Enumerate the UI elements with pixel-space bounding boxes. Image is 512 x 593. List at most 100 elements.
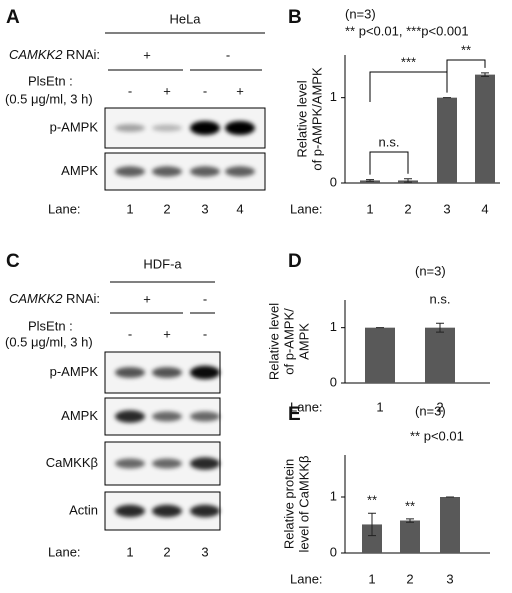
treatment-sign: +	[163, 83, 171, 98]
x-tick-label: 2	[406, 571, 413, 586]
row-label: AMPK	[61, 408, 98, 423]
panel-label: D	[288, 251, 302, 272]
error-bar	[436, 322, 444, 333]
rnai-sign: -	[203, 291, 207, 306]
band	[152, 166, 182, 177]
band	[115, 504, 145, 518]
x-tick-label: 3	[446, 571, 453, 586]
lane-number: 2	[163, 201, 170, 216]
note: (n=3)	[415, 403, 446, 418]
bar	[365, 327, 395, 383]
lane-number: 1	[126, 544, 133, 559]
y-axis-label: Relative level	[294, 80, 309, 157]
treatment-label: PlsEtn :	[28, 73, 73, 88]
y-tick-label: 0	[330, 544, 337, 559]
note: (n=3)	[415, 263, 446, 278]
bar	[475, 74, 495, 183]
error-bar	[366, 179, 374, 182]
treatment-sign: +	[163, 326, 171, 341]
lane-number: 3	[201, 201, 208, 216]
bar	[400, 520, 420, 553]
treatment-sign: -	[128, 326, 132, 341]
sig-marker: **	[367, 493, 377, 508]
rnai-suffix: RNAi:	[62, 47, 100, 62]
lane-number: 2	[163, 544, 170, 559]
band	[190, 166, 220, 177]
band	[152, 411, 182, 422]
sig-marker: **	[405, 498, 415, 513]
annotation: ***	[401, 54, 416, 69]
x-tick-label: 3	[443, 201, 450, 216]
band	[225, 166, 255, 177]
bar	[362, 524, 382, 553]
band	[115, 166, 145, 177]
bar	[437, 97, 457, 183]
y-axis-label: of p-AMPK/	[281, 308, 296, 375]
lane-number: 1	[126, 201, 133, 216]
row-label: Actin	[69, 502, 98, 517]
panel-label: E	[288, 404, 301, 425]
band	[190, 365, 220, 380]
rnai-label: CAMKK2 RNAi:	[9, 47, 100, 62]
error-bar	[406, 518, 414, 523]
treatment-sign: +	[236, 83, 244, 98]
treatment-sign: -	[128, 83, 132, 98]
x-tick-label: 1	[376, 399, 383, 414]
error-bar	[368, 512, 376, 537]
row-label: AMPK	[61, 163, 98, 178]
y-axis-label: of p-AMPK/AMPK	[309, 67, 324, 171]
x-tick-label: 1	[366, 201, 373, 216]
cell-line: HDF-a	[143, 256, 182, 271]
y-tick-label: 0	[330, 174, 337, 189]
annotation: **	[461, 42, 471, 57]
treatment-label: (0.5 μg/ml, 3 h)	[5, 91, 93, 106]
row-label: p-AMPK	[50, 364, 99, 379]
rnai-gene: CAMKK2	[9, 47, 63, 62]
band	[152, 124, 182, 132]
bar	[440, 497, 460, 553]
band	[225, 121, 255, 135]
y-tick-label: 0	[330, 374, 337, 389]
lane-number: 4	[236, 201, 243, 216]
y-tick-label: 1	[330, 319, 337, 334]
x-tick-label: 1	[368, 571, 375, 586]
y-axis-label: level of CaMKKβ	[296, 455, 311, 552]
panel-label: C	[6, 251, 20, 272]
x-axis-label: Lane:	[290, 571, 323, 586]
y-axis-label: Relative level	[266, 303, 281, 380]
annotation: n.s.	[379, 134, 400, 149]
treatment-label: (0.5 μg/ml, 3 h)	[5, 334, 93, 349]
band	[190, 121, 220, 135]
band	[152, 458, 182, 469]
rnai-label: CAMKK2 RNAi:	[9, 291, 100, 306]
bracket	[446, 59, 486, 90]
lane-label: Lane:	[48, 201, 81, 216]
x-axis-label: Lane:	[290, 399, 323, 414]
x-tick-label: 4	[481, 201, 488, 216]
rnai-sign: +	[143, 291, 151, 306]
band	[190, 457, 220, 470]
treatment-sign: -	[203, 83, 207, 98]
y-axis-label: Relative protein	[281, 459, 296, 549]
rnai-sign: -	[226, 47, 230, 62]
bracket	[369, 71, 448, 102]
lane-number: 3	[201, 544, 208, 559]
note: ** p<0.01	[410, 428, 464, 443]
cell-line: HeLa	[169, 11, 201, 26]
note: ** p<0.01, ***p<0.001	[345, 23, 469, 38]
treatment-label: PlsEtn :	[28, 318, 73, 333]
y-tick-label: 1	[330, 488, 337, 503]
bar	[425, 327, 455, 383]
note: (n=3)	[345, 6, 376, 21]
rnai-gene: CAMKK2	[9, 291, 63, 306]
band	[190, 411, 220, 422]
x-tick-label: 2	[404, 201, 411, 216]
bracket	[369, 151, 409, 175]
band	[115, 124, 145, 132]
panel-label: B	[288, 7, 302, 28]
error-bar	[404, 178, 412, 183]
lane-label: Lane:	[48, 544, 81, 559]
rnai-sign: +	[143, 47, 151, 62]
row-label: p-AMPK	[50, 119, 99, 134]
